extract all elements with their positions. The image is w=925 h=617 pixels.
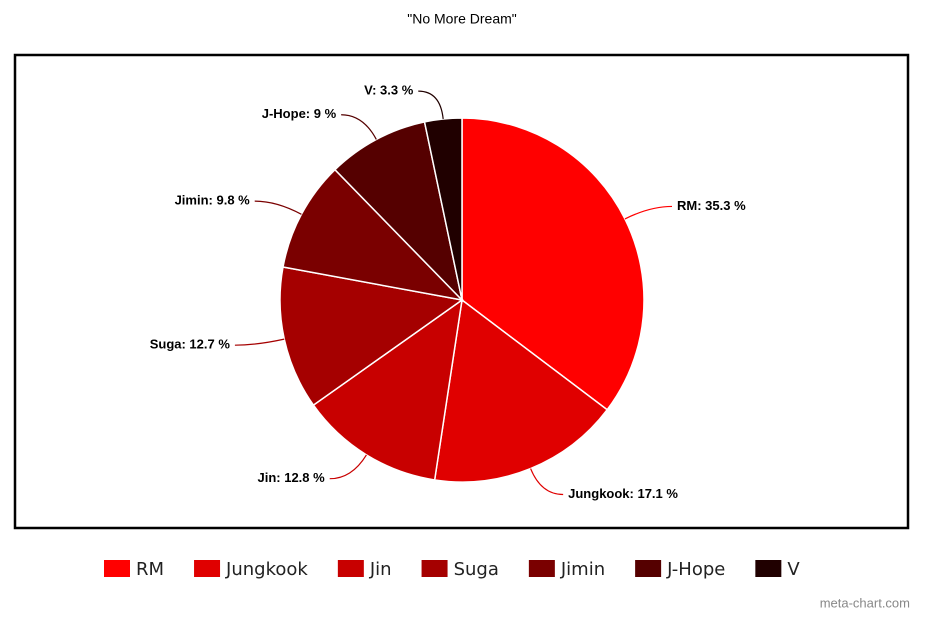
legend-swatch [755,560,782,577]
legend-label: V [787,559,800,580]
pie-slice [279,266,464,407]
pie-slice [282,168,465,302]
watermark: meta-chart.com [820,595,910,610]
legend-swatch [194,560,221,577]
leader-line [530,468,564,496]
leader-line [329,454,367,480]
plot-frame [13,53,910,530]
legend-swatch [635,560,662,577]
leader-line [341,114,377,140]
leader-line [624,205,673,220]
data-label: Jimin: 9.8 % [175,193,251,208]
data-label: RM: 35.3 % [677,198,746,213]
legend-label: Jungkook [225,559,308,580]
data-label: Suga: 12.7 % [150,337,231,352]
pie-slice [333,121,464,303]
legend-label: Jin [369,559,392,580]
data-label: V: 3.3 % [364,83,414,98]
data-label: Jin: 12.8 % [258,470,326,485]
legend-swatch [104,560,130,577]
legend-swatch [337,560,364,577]
chart-title: "No More Dream" [407,11,517,27]
leader-line [418,90,444,120]
legend-swatch [421,560,448,577]
legend-label: Suga [454,559,499,580]
leader-line [254,200,302,215]
data-label: J-Hope: 9 % [262,106,337,121]
legend-label: J-Hope [666,559,725,580]
legend-label: Jimin [560,559,605,580]
legend-label: RM [136,559,164,580]
data-label: Jungkook: 17.1 % [568,486,678,501]
legend-swatch [528,560,555,577]
leader-line [234,338,285,346]
